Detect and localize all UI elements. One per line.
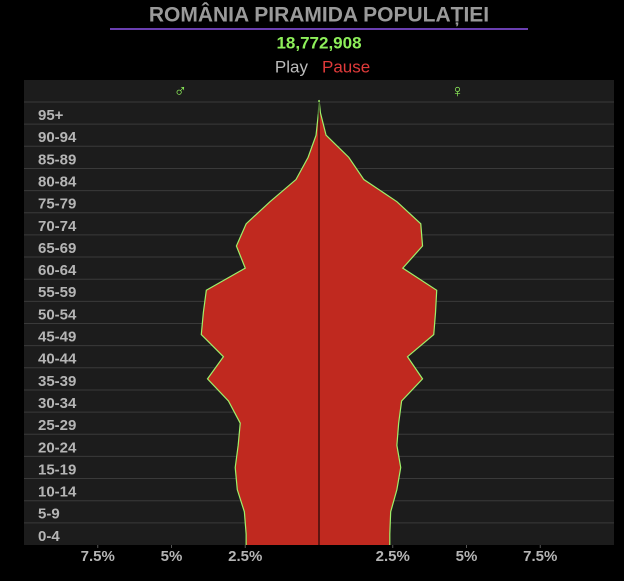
legend-symbol: ♂ — [174, 81, 188, 101]
y-tick-label: 20-24 — [38, 439, 77, 456]
y-tick-label: 45-49 — [38, 329, 76, 346]
x-tick-label: 2.5% — [228, 548, 262, 565]
chart-title: ROMÂNIA PIRAMIDA POPULAȚIEI — [149, 3, 489, 27]
y-tick-label: 65-69 — [38, 240, 76, 257]
x-tick-label: 7.5% — [523, 548, 557, 565]
population-area — [319, 100, 437, 545]
y-tick-label: 10-14 — [38, 484, 77, 501]
x-tick-label: 5% — [456, 548, 478, 565]
play-button[interactable]: Play — [275, 57, 309, 76]
population-outline — [318, 99, 438, 545]
subtitle: 18,772,908 — [276, 33, 361, 52]
population-outline — [200, 99, 320, 545]
y-tick-label: 60-64 — [38, 262, 77, 279]
y-tick-label: 15-19 — [38, 461, 76, 478]
y-tick-label: 70-74 — [38, 218, 77, 235]
y-tick-label: 0-4 — [38, 528, 60, 545]
y-tick-label: 35-39 — [38, 373, 76, 390]
y-tick-label: 80-84 — [38, 173, 77, 190]
population-area — [201, 100, 319, 545]
y-tick-label: 40-44 — [38, 351, 77, 368]
y-tick-label: 50-54 — [38, 306, 77, 323]
y-tick-label: 55-59 — [38, 284, 76, 301]
y-tick-label: 30-34 — [38, 395, 77, 412]
x-tick-label: 5% — [161, 548, 183, 565]
x-tick-label: 7.5% — [81, 548, 115, 565]
y-tick-label: 5-9 — [38, 506, 60, 523]
y-tick-label: 95+ — [38, 107, 64, 124]
y-tick-label: 85-89 — [38, 151, 76, 168]
pause-button[interactable]: Pause — [322, 57, 370, 76]
legend-symbol: ♀ — [451, 81, 465, 101]
y-tick-label: 25-29 — [38, 417, 76, 434]
x-tick-label: 2.5% — [376, 548, 410, 565]
y-tick-label: 75-79 — [38, 196, 76, 213]
y-tick-label: 90-94 — [38, 129, 77, 146]
